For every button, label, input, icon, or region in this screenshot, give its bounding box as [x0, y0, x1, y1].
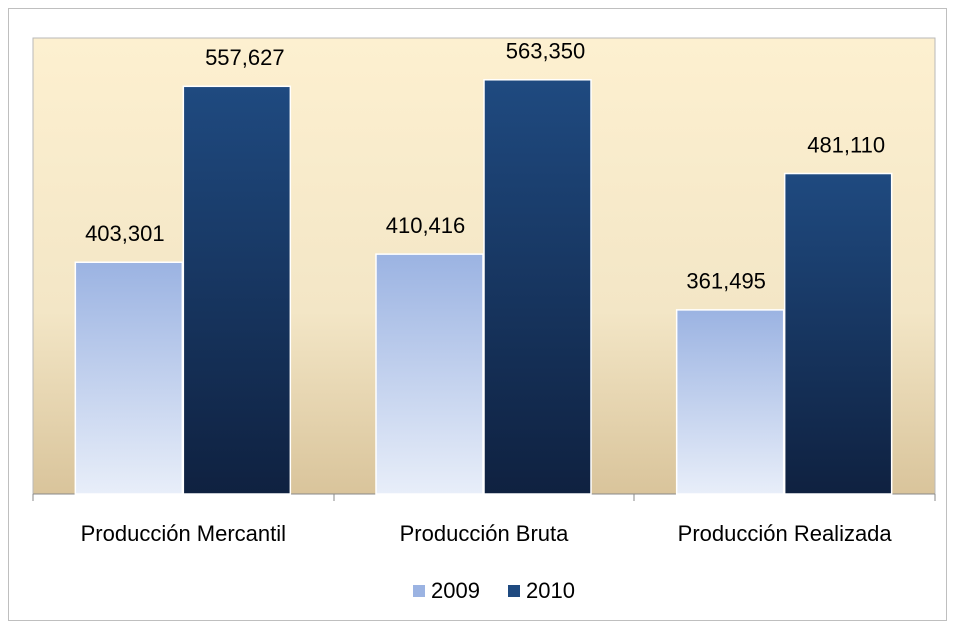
data-label: 403,301	[85, 221, 165, 246]
data-label: 361,495	[686, 269, 766, 294]
bar	[483, 79, 592, 495]
bar	[375, 253, 484, 495]
bar	[182, 85, 292, 495]
legend-swatch	[413, 585, 425, 597]
data-label: 481,110	[807, 132, 885, 157]
legend-label: 2009	[431, 578, 480, 603]
data-label: 410,416	[386, 213, 466, 238]
x-tick-label: Producción Mercantil	[81, 521, 286, 546]
x-tick-label: Producción Realizada	[678, 521, 893, 546]
bar	[783, 172, 893, 495]
x-tick-label: Producción Bruta	[400, 521, 570, 546]
bar	[675, 309, 785, 495]
bar	[74, 261, 184, 495]
data-label: 557,627	[205, 45, 285, 70]
legend-label: 2010	[526, 578, 575, 603]
legend-swatch	[508, 585, 520, 597]
data-label: 563,350	[506, 39, 586, 64]
